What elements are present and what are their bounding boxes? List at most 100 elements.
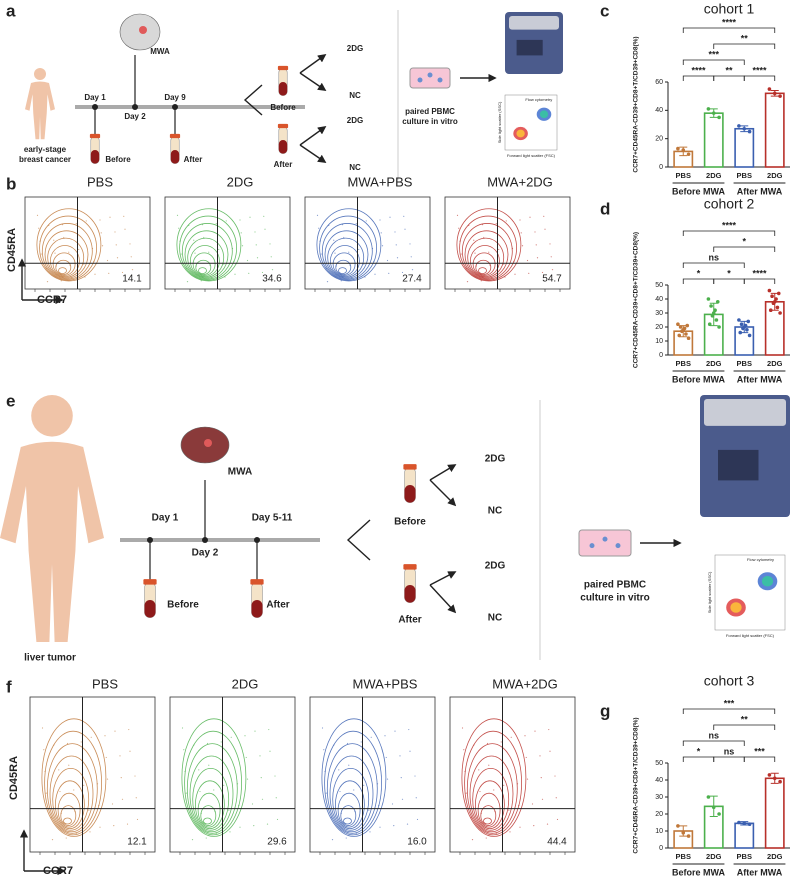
event (129, 243, 131, 245)
contour (50, 245, 80, 277)
event (521, 245, 524, 247)
significance-label: ns (724, 746, 735, 756)
event (260, 777, 262, 779)
contour (327, 237, 365, 278)
cell (417, 77, 423, 83)
event (208, 251, 210, 253)
event (343, 236, 345, 239)
significance-bracket (713, 43, 776, 49)
contour (321, 718, 387, 837)
label: 2DG (485, 561, 506, 572)
y-axis-label: CCR7+CD45RA-CD39+CD8+T/CD39+CD8(%) (633, 717, 640, 853)
event (363, 784, 365, 786)
label: Before (105, 155, 131, 164)
event (51, 839, 54, 841)
contour (179, 215, 238, 281)
event (401, 798, 404, 800)
data-point (686, 336, 691, 341)
significance-bracket (682, 278, 715, 284)
column-title: 2DG (227, 174, 254, 189)
label: Before (270, 103, 296, 112)
contour (192, 252, 216, 276)
event (526, 778, 529, 780)
event (228, 809, 230, 811)
event (508, 809, 510, 811)
day-dot (147, 537, 153, 543)
event (246, 259, 249, 262)
event (124, 228, 126, 230)
event (210, 277, 212, 279)
event (465, 268, 467, 270)
y-tick-label: 40 (655, 296, 663, 303)
data-point (776, 291, 781, 296)
event (316, 214, 319, 216)
label: Day 9 (164, 93, 186, 102)
event (215, 223, 217, 225)
event (381, 245, 384, 247)
event (215, 832, 217, 835)
event (386, 778, 389, 780)
label: Flow cytometry (747, 557, 774, 562)
data-point (717, 325, 721, 329)
data-point (737, 820, 741, 825)
event (325, 268, 327, 270)
event (128, 728, 130, 731)
column-title: PBS (87, 174, 113, 189)
event (65, 837, 67, 839)
cell (589, 543, 595, 549)
event (69, 264, 71, 266)
event (406, 823, 409, 825)
event (54, 252, 56, 254)
event (60, 280, 62, 282)
event (524, 735, 526, 737)
event (528, 272, 530, 274)
data-point (711, 311, 716, 315)
event (325, 792, 327, 794)
plot-box (304, 196, 431, 290)
event (78, 248, 80, 251)
event (503, 784, 505, 786)
event (495, 832, 497, 835)
contour (176, 208, 242, 282)
tube-blood (278, 140, 288, 154)
data-point (686, 834, 691, 838)
event (473, 239, 475, 241)
contour (464, 230, 509, 279)
significance-bracket (682, 740, 745, 746)
tube-cap (403, 564, 417, 570)
event (220, 741, 222, 743)
contour (44, 730, 102, 836)
event (266, 823, 269, 825)
event (488, 251, 490, 253)
y-tick-label: 20 (655, 136, 663, 143)
plot-box (164, 196, 291, 290)
tube-cap (277, 123, 289, 129)
event (503, 263, 505, 265)
event (114, 231, 116, 233)
contour (466, 743, 518, 834)
event (464, 770, 466, 773)
event (368, 809, 370, 811)
event (519, 826, 521, 828)
label: Day 2 (124, 112, 146, 121)
event (134, 775, 136, 777)
event (100, 232, 102, 234)
gate-percent: 54.7 (542, 274, 562, 285)
event (386, 259, 389, 262)
event (478, 769, 480, 771)
event (225, 220, 227, 222)
event (185, 268, 187, 270)
category-label: 2DG (706, 171, 722, 180)
event (224, 276, 226, 278)
event (410, 256, 412, 258)
data-point (681, 148, 686, 152)
event (461, 727, 464, 729)
event (456, 214, 459, 216)
data-point (772, 776, 777, 781)
event (45, 792, 47, 794)
data-point (686, 152, 691, 157)
data-point (706, 297, 711, 301)
event (261, 271, 264, 274)
lesion (204, 439, 212, 447)
dish (578, 529, 632, 557)
